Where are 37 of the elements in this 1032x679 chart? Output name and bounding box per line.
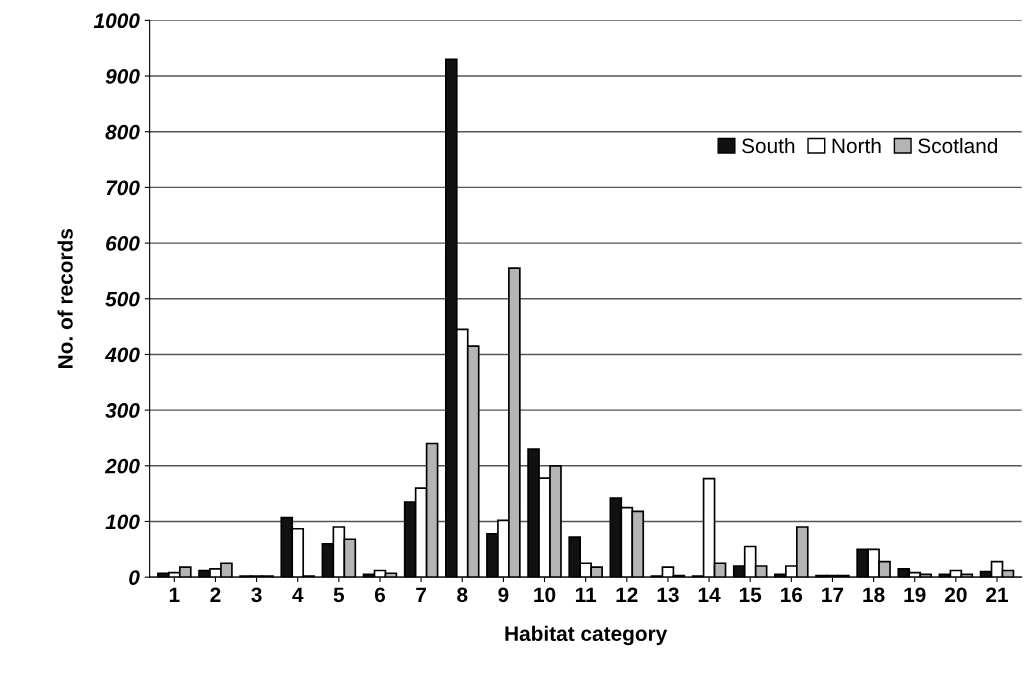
x-tick-label: 20 — [945, 587, 967, 603]
x-tick-label: 13 — [657, 587, 679, 603]
x-tick-label: 5 — [333, 587, 345, 603]
x-tick-label: 21 — [986, 587, 1009, 602]
x-tick-label: 7 — [416, 587, 426, 602]
x-tick-label: 4 — [292, 587, 304, 602]
x-tick-label: 6 — [374, 587, 386, 603]
y-tick-label: 1000 — [93, 13, 140, 29]
x-tick-label: 18 — [863, 587, 885, 603]
x-tick-label: 11 — [575, 587, 597, 602]
x-tick-label: 14 — [698, 587, 721, 602]
y-tick-label: 700 — [106, 180, 140, 196]
y-tick-label: 400 — [104, 347, 140, 363]
x-tick-label: 3 — [251, 587, 262, 603]
y-tick-label: 0 — [129, 570, 140, 585]
y-tick-label: 600 — [106, 236, 140, 251]
y-tick-label: 200 — [104, 458, 140, 474]
legend-label: Scotland — [918, 137, 998, 154]
x-axis-title: Habitat category — [505, 625, 668, 646]
x-tick-label: 10 — [534, 587, 556, 603]
x-tick-label: 8 — [457, 587, 468, 603]
x-tick-label: 19 — [904, 587, 926, 603]
y-tick-label: 300 — [105, 403, 140, 418]
y-tick-label: 900 — [105, 69, 140, 84]
y-tick-label: 100 — [105, 514, 140, 530]
x-tick-label: 9 — [498, 587, 509, 603]
x-tick-label: 17 — [822, 587, 844, 602]
x-tick-label: 16 — [781, 587, 803, 603]
x-tick-label: 12 — [616, 587, 638, 602]
x-tick-label: 1 — [169, 587, 180, 602]
y-tick-label: 800 — [105, 124, 140, 140]
legend-label: South — [742, 137, 795, 154]
y-tick-label: 500 — [105, 291, 140, 307]
legend-label: North — [832, 137, 881, 154]
y-axis-title: No. of records — [57, 229, 73, 368]
x-tick-label: 15 — [739, 587, 762, 603]
x-tick-label: 2 — [210, 587, 221, 602]
